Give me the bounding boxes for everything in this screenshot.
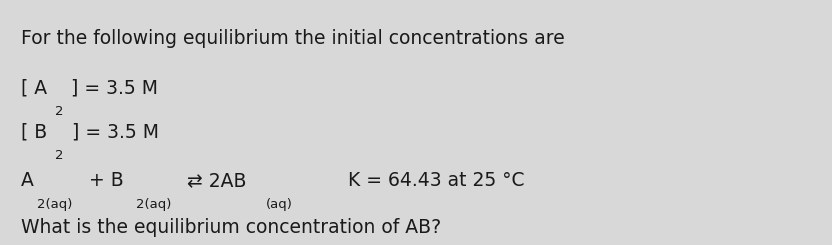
Text: + B: + B [83,171,124,190]
Text: 2: 2 [55,105,63,118]
Text: What is the equilibrium concentration of AB?: What is the equilibrium concentration of… [21,218,441,237]
Text: A: A [21,171,33,190]
Text: ] = 3.5 M: ] = 3.5 M [66,122,159,141]
Text: [ B: [ B [21,122,47,141]
Text: ] = 3.5 M: ] = 3.5 M [66,78,158,97]
Text: For the following equilibrium the initial concentrations are: For the following equilibrium the initia… [21,29,565,48]
Text: (aq): (aq) [265,198,293,211]
Text: 2: 2 [55,149,63,162]
Text: 2(aq): 2(aq) [136,198,171,211]
Text: [ A: [ A [21,78,47,97]
Text: ⇄ 2AB: ⇄ 2AB [181,171,247,190]
Text: 2(aq): 2(aq) [37,198,72,211]
Text: K = 64.43 at 25 °C: K = 64.43 at 25 °C [300,171,525,190]
